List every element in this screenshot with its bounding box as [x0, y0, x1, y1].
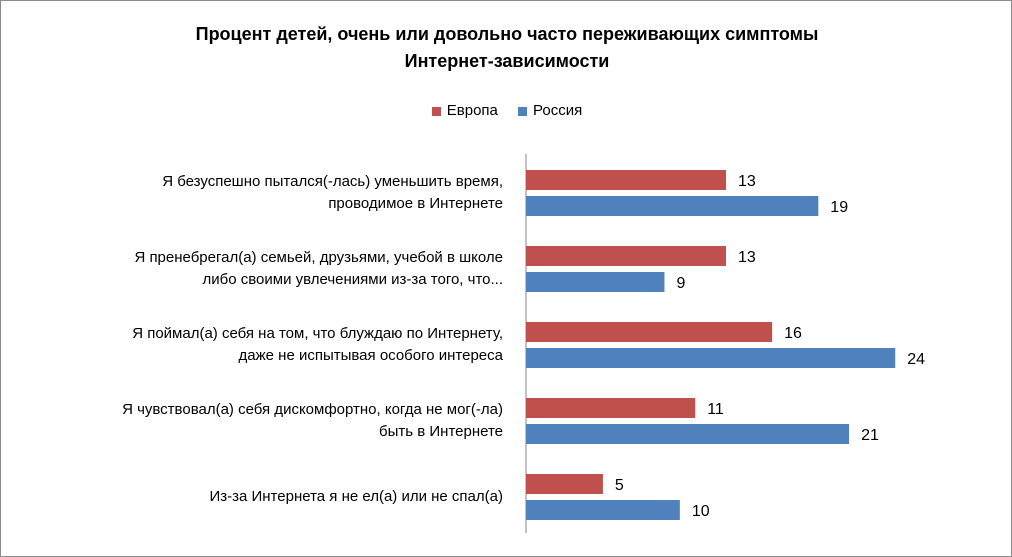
category-label-line: Я безуспешно пытался(-лась) уменьшить вр…	[162, 173, 503, 190]
category-label: Я безуспешно пытался(-лась) уменьшить вр…	[3, 171, 503, 215]
bar-europe	[526, 170, 726, 190]
bar-europe	[526, 322, 773, 342]
bar-russia	[526, 272, 665, 292]
category-label: Из-за Интернета я не ел(а) или не спал(а…	[3, 486, 503, 508]
category-label: Я пренебрегал(а) семьей, друзьями, учебо…	[3, 247, 503, 291]
bar-russia	[526, 424, 850, 444]
data-label: 9	[676, 275, 685, 292]
legend-item-russia: Россия	[518, 102, 582, 119]
category-label: Я поймал(а) себя на том, что блуждаю по …	[3, 323, 503, 367]
category-label-line: Я пренебрегал(а) семьей, друзьями, учебо…	[134, 249, 503, 266]
category-label-line: проводимое в Интернете	[328, 195, 503, 212]
legend-swatch-russia	[518, 106, 528, 116]
data-label: 16	[784, 325, 802, 342]
bar-europe	[526, 474, 603, 494]
category-label-line: Я чувствовал(а) себя дискомфортно, когда…	[122, 401, 503, 418]
category-label-line: даже не испытывая особого интереса	[238, 347, 503, 364]
bar-russia	[526, 500, 680, 520]
category-label-line: либо своими увлечениями из-за того, что.…	[202, 271, 504, 288]
data-label: 5	[615, 477, 624, 494]
legend-swatch-europe	[431, 106, 441, 116]
legend: Европа Россия	[1, 102, 1011, 119]
data-label: 24	[907, 351, 925, 368]
bar-russia	[526, 196, 819, 216]
legend-item-europe: Европа	[431, 102, 498, 119]
title-line-1: Процент детей, очень или довольно часто …	[195, 24, 819, 44]
legend-label-europe: Европа	[446, 102, 498, 119]
chart-title: Процент детей, очень или довольно часто …	[1, 21, 1011, 75]
data-label: 13	[738, 249, 756, 266]
category-label-line: быть в Интернете	[379, 423, 503, 440]
title-line-2: Интернет-зависимости	[404, 51, 610, 71]
data-label: 11	[707, 401, 724, 418]
data-label: 10	[692, 503, 710, 520]
bar-europe	[526, 246, 726, 266]
bar-russia	[526, 348, 896, 368]
data-label: 19	[830, 199, 848, 216]
data-label: 21	[861, 427, 879, 444]
data-label: 13	[738, 173, 756, 190]
legend-label-russia: Россия	[533, 102, 583, 119]
category-label-line: Из-за Интернета я не ел(а) или не спал(а…	[209, 488, 503, 505]
category-label: Я чувствовал(а) себя дискомфортно, когда…	[3, 399, 503, 443]
category-label-line: Я поймал(а) себя на том, что блуждаю по …	[132, 325, 503, 342]
bar-europe	[526, 398, 696, 418]
